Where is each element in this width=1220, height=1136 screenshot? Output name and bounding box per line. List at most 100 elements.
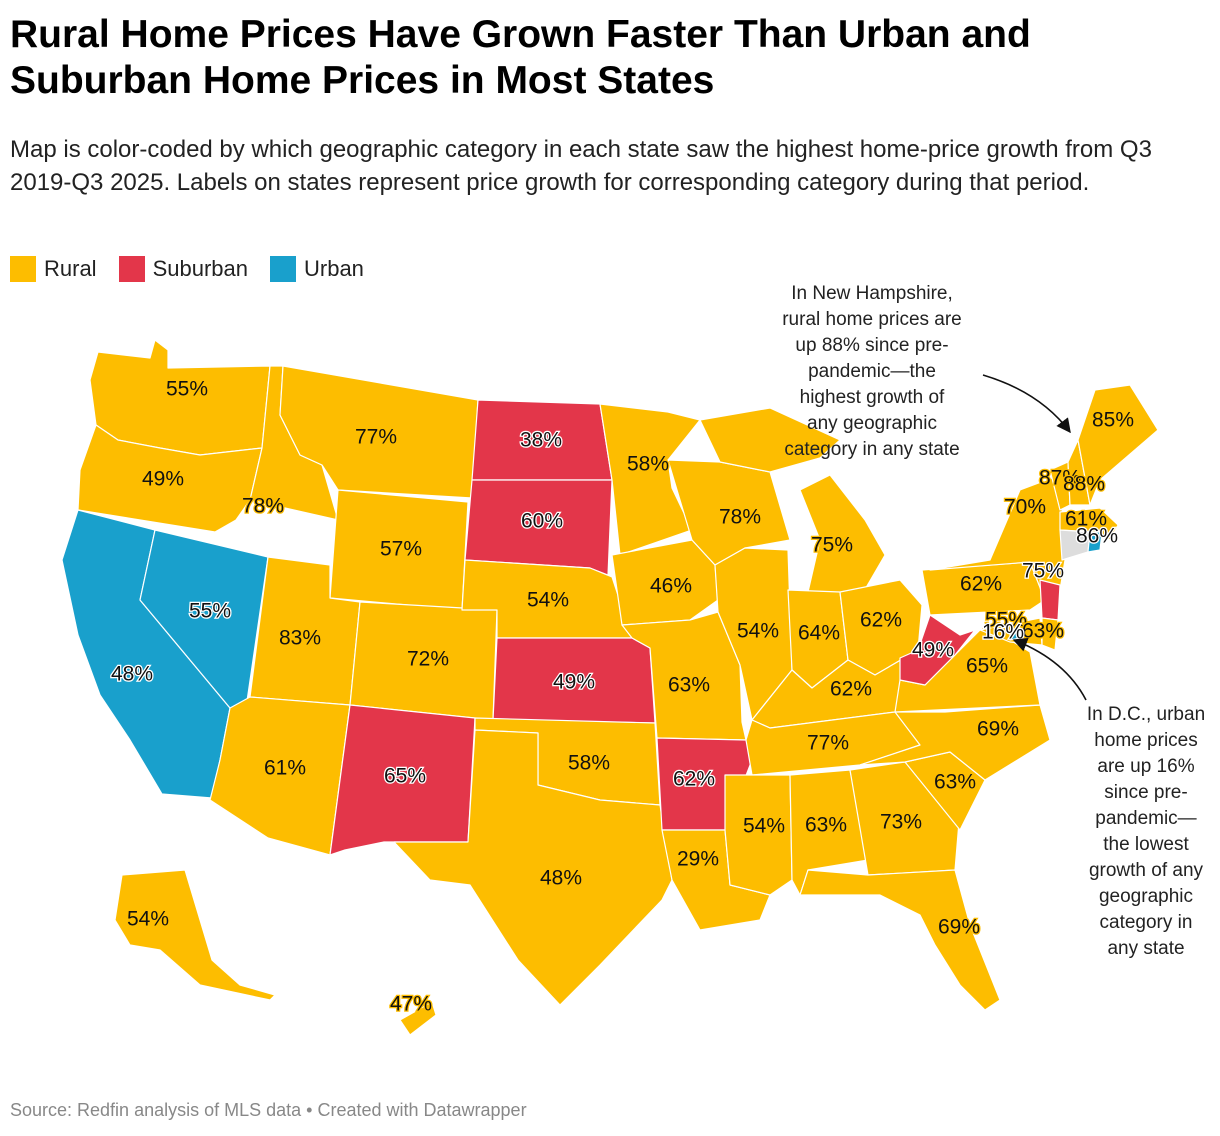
legend-item-urban: Urban (270, 256, 364, 282)
state-label-pa: 62% (960, 573, 1002, 596)
state-label-wa: 55% (166, 378, 208, 401)
state-label-tn: 77% (807, 732, 849, 755)
state-label-ks: 49% (553, 671, 595, 694)
state-label-nc: 69% (977, 718, 1019, 741)
state-label-sc: 63% (934, 771, 976, 794)
legend-swatch-suburban (118, 256, 145, 282)
state-label-la: 29% (677, 848, 719, 871)
state-label-ut: 83% (279, 627, 321, 650)
annotation-dc-line-8: geographic (1099, 886, 1193, 907)
annotation-nh-line-6: any geographic (807, 413, 937, 434)
state-label-ar: 62% (673, 768, 715, 791)
annotation-nh-arrow (982, 374, 1071, 434)
state-label-ne: 54% (527, 589, 569, 612)
state-label-or: 49% (142, 468, 184, 491)
state-label-wv: 49% (912, 639, 954, 662)
state-hi (399, 1001, 437, 1036)
state-label-wi: 78% (719, 506, 761, 529)
state-label-mo: 63% (668, 674, 710, 697)
state-label-ia: 46% (650, 575, 692, 598)
legend-swatch-urban (270, 256, 296, 282)
state-label-ga: 73% (880, 811, 922, 834)
legend: Rural Suburban Urban (10, 256, 364, 282)
state-label-ok: 58% (568, 752, 610, 775)
chart-subtitle: Map is color-coded by which geographic c… (10, 136, 1152, 196)
state-label-nd: 38% (520, 429, 562, 452)
state-label-ms: 54% (743, 815, 785, 838)
state-label-sd: 60% (521, 510, 563, 533)
legend-swatch-rural (10, 256, 36, 282)
state-label-me: 85% (1092, 409, 1134, 432)
annotation-dc-line-6: the lowest (1103, 834, 1189, 855)
state-me (1077, 384, 1159, 506)
state-mi (699, 407, 886, 599)
states-layer (61, 339, 1159, 1036)
state-label-oh: 62% (860, 609, 902, 632)
annotation-dc-arrow (1012, 638, 1087, 701)
state-wv (899, 614, 976, 686)
state-label-ma: 61% (1065, 508, 1107, 531)
legend-item-suburban: Suburban (118, 256, 248, 282)
state-label-wy: 57% (380, 538, 422, 561)
annotation-nh-line-7: category in any state (784, 439, 959, 460)
state-label-al: 63% (805, 814, 847, 837)
state-label-nh: 88% (1063, 473, 1105, 496)
state-label-de: 63% (1022, 620, 1064, 643)
legend-label-rural: Rural (44, 256, 97, 281)
annotation-dc-line-3: are up 16% (1097, 756, 1194, 777)
state-label-co: 72% (407, 648, 449, 671)
state-fl (799, 869, 1001, 1011)
state-label-in: 64% (798, 622, 840, 645)
annotation-dc-line-10: any state (1107, 938, 1184, 959)
state-label-tx: 48% (540, 867, 582, 890)
state-de (1041, 617, 1059, 651)
state-tx (393, 729, 673, 1006)
state-label-az: 61% (264, 757, 306, 780)
state-label-nj: 75% (1022, 560, 1064, 583)
state-label-mn: 58% (627, 453, 669, 476)
state-label-nm: 65% (384, 765, 426, 788)
state-label-ri: 86% (1076, 525, 1118, 548)
annotation-dc-line-2: home prices (1094, 730, 1198, 751)
chart-title: Rural Home Prices Have Grown Faster Than… (10, 13, 1031, 102)
legend-label-urban: Urban (304, 256, 364, 281)
annotation-nh-line-1: In New Hampshire, (791, 283, 953, 304)
annotation-dc-line-5: pandemic— (1095, 808, 1196, 829)
annotation-nh-line-4: pandemic—the (808, 361, 936, 382)
state-label-mi: 75% (811, 534, 853, 557)
state-ak (114, 869, 276, 1001)
state-ri (1087, 531, 1103, 553)
annotation-dc-line-7: growth of any (1089, 860, 1204, 881)
state-label-hi: 47% (390, 993, 432, 1016)
state-label-ak: 54% (127, 908, 169, 931)
state-label-id: 78% (242, 495, 284, 518)
annotation-nh-line-2: rural home prices are (782, 309, 962, 330)
state-label-fl: 69% (938, 916, 980, 939)
state-label-md: 55% (985, 609, 1027, 632)
state-label-mt: 77% (355, 426, 397, 449)
state-label-ky: 62% (830, 678, 872, 701)
state-ny (929, 474, 1066, 601)
state-mn (599, 403, 701, 556)
state-labels-layer: 55% 49% 48% 55% 78% 77% 57% 83% 61% 72% 65% 38% 60% 5… (110, 376, 1136, 1017)
state-label-vt: 87% (1039, 467, 1081, 490)
legend-label-suburban: Suburban (152, 256, 248, 281)
state-dc (1009, 627, 1021, 641)
state-nc (859, 704, 1051, 781)
annotation-dc-line-1: In D.C., urban (1087, 704, 1205, 725)
annotation-nh-line-5: highest growth of (800, 387, 945, 408)
state-label-dc: 16% (982, 621, 1024, 644)
annotation-dc-line-4: since pre- (1104, 782, 1187, 803)
annotation-dc-line-9: category in (1100, 912, 1193, 933)
state-label-ca: 48% (111, 663, 153, 686)
state-label-va: 65% (966, 655, 1008, 678)
annotation-nh-line-3: up 88% since pre- (795, 335, 948, 356)
legend-item-rural: Rural (10, 256, 97, 282)
state-nj (1039, 579, 1061, 621)
state-label-il: 54% (737, 620, 779, 643)
source-footer: Source: Redfin analysis of MLS data • Cr… (10, 1100, 527, 1120)
state-label-ny: 70% (1004, 496, 1046, 519)
state-label-nv: 55% (189, 600, 231, 623)
state-mo (621, 611, 747, 741)
